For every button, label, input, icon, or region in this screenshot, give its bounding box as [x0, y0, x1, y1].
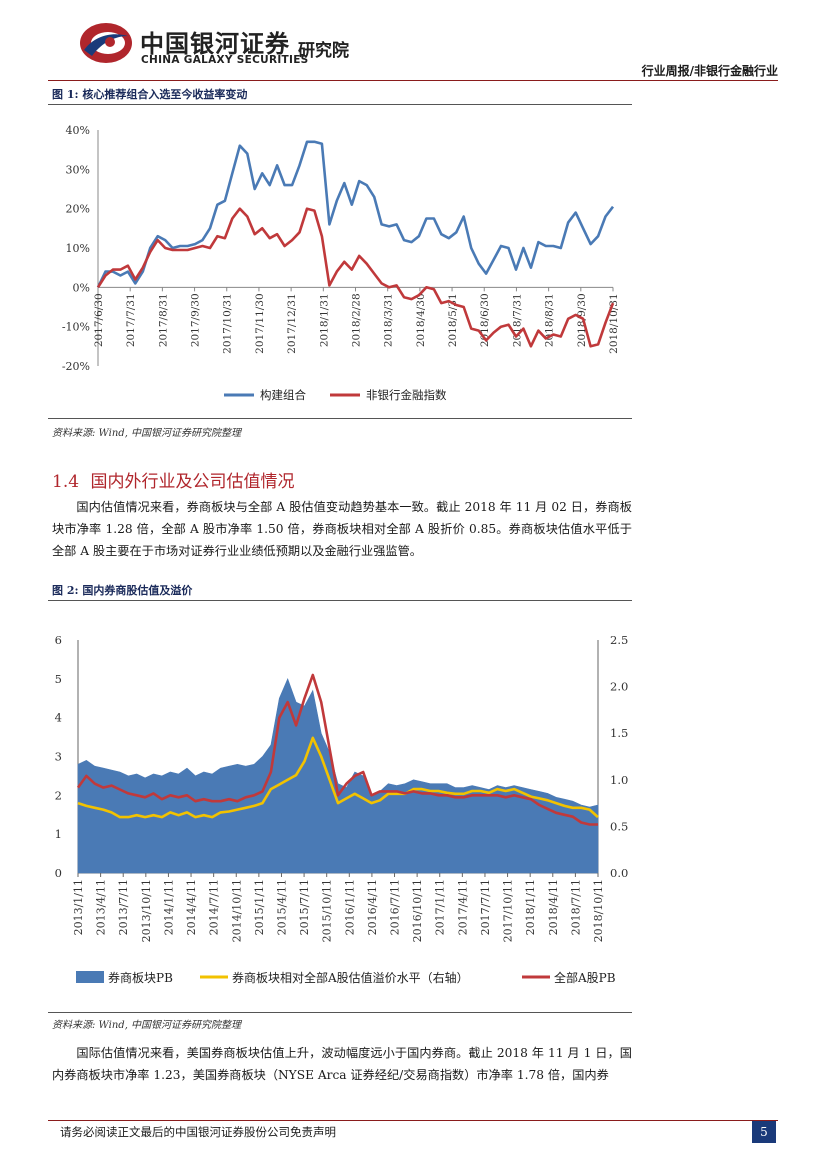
right-y-tick-label: 0.5	[610, 819, 628, 833]
right-y-tick-label: 1.0	[610, 773, 628, 787]
y-tick-label: 0%	[73, 281, 90, 294]
header: 中国银河证券 CHINA GALAXY SECURITIES 研究院 行业周报/…	[0, 0, 827, 90]
x-tick-label: 2013/10/11	[140, 879, 153, 942]
page-number: 5	[760, 1125, 768, 1139]
x-tick-label: 2018/5/31	[447, 293, 459, 347]
figure1-frame-top	[48, 104, 632, 105]
y-tick-label: -20%	[62, 360, 90, 373]
legend-label: 构建组合	[260, 388, 306, 402]
x-tick-label: 2017/7/11	[479, 879, 492, 935]
x-tick-label: 2017/8/31	[157, 293, 169, 347]
figure2-chart: 6 5 4 3 2 1 0 2.5 2.0 1.5 1.0 0.5 0.0 2013/1/11 2013/4…	[55, 633, 629, 985]
x-tick-label: 2018/7/31	[511, 293, 523, 347]
brand-name-en: CHINA GALAXY SECURITIES	[141, 54, 309, 66]
right-y-tick-label: 0.0	[610, 866, 628, 880]
x-tick-label: 2013/1/11	[72, 879, 85, 935]
x-tick-label: 2018/1/31	[318, 293, 330, 347]
left-y-tick-label: 4	[55, 711, 62, 725]
figure1-chart: 40% 30% 20% 10% 0% -10% -20% 2017/6/30 2017/7/31…	[62, 124, 620, 402]
section-number: 1.4	[52, 472, 80, 492]
series-line-2	[96, 207, 615, 348]
figure2-frame-bottom	[48, 1012, 632, 1013]
section-heading: 1.4 国内外行业及公司估值情况	[52, 467, 294, 492]
right-y-tick-label: 2.5	[610, 633, 628, 647]
figure2-frame-top	[48, 600, 632, 601]
x-tick-label: 2017/4/11	[456, 879, 469, 935]
x-tick-label: 2014/7/11	[208, 879, 221, 935]
legend-label: 全部A股PB	[554, 970, 616, 985]
paragraph-international-valuation: 国际估值情况来看，美国券商板块估值上升，波动幅度远小于国内券商。截止 2018 …	[52, 1046, 632, 1082]
x-tick-label: 2018/2/28	[351, 293, 363, 347]
section-title: 国内外行业及公司估值情况	[90, 472, 295, 492]
figure1-frame-bottom	[48, 418, 632, 419]
x-tick-label: 2017/1/11	[434, 879, 447, 935]
x-tick-label: 2014/10/11	[230, 879, 243, 942]
x-tick-label: 2017/9/30	[190, 293, 202, 347]
y-tick-label: -10%	[62, 321, 90, 334]
x-tick-label: 2018/3/31	[383, 293, 395, 347]
x-tick-label: 2017/12/31	[286, 293, 298, 354]
institute-label: 研究院	[298, 41, 349, 61]
x-tick-label: 2015/4/11	[275, 879, 288, 935]
brand-name-cn: 中国银河证券	[140, 30, 290, 58]
series-area-1	[77, 677, 599, 874]
y-tick-label: 40%	[66, 124, 90, 137]
x-tick-label: 2018/4/11	[547, 879, 560, 935]
x-tick-label: 2016/4/11	[366, 879, 379, 935]
x-tick-label: 2017/10/11	[502, 879, 515, 942]
legend-label: 券商板块PB	[108, 970, 173, 985]
x-tick-label: 2015/1/11	[253, 879, 266, 935]
x-tick-label: 2017/11/30	[254, 293, 266, 354]
x-tick-label: 2018/1/11	[524, 879, 537, 935]
series-line-1	[96, 140, 615, 288]
left-y-tick-label: 6	[55, 633, 62, 647]
figure1-title: 图 1: 核心推荐组合入选至今收益率变动	[52, 88, 248, 101]
left-y-tick-label: 2	[55, 788, 62, 802]
x-tick-label: 2016/7/11	[389, 879, 402, 935]
x-tick-label: 2018/10/31	[608, 293, 620, 354]
x-tick-label: 2018/4/30	[415, 293, 427, 347]
series-line-2	[77, 736, 599, 819]
x-tick-label: 2013/7/11	[117, 879, 130, 935]
x-tick-label: 2017/10/31	[222, 293, 234, 354]
x-tick-label: 2016/1/11	[343, 879, 356, 935]
y-tick-label: 30%	[66, 163, 90, 176]
paragraph-domestic-valuation: 国内估值情况来看，券商板块与全部 A 股估值变动趋势基本一致。截止 2018 年…	[52, 500, 632, 558]
x-tick-label: 2017/7/31	[125, 293, 137, 347]
report-type: 行业周报/非银行金融行业	[641, 64, 778, 78]
left-y-tick-label: 5	[55, 672, 62, 686]
legend-label: 非银行金融指数	[366, 388, 447, 402]
x-tick-label: 2018/7/11	[569, 879, 582, 935]
left-y-tick-label: 0	[55, 866, 62, 880]
x-tick-label: 2014/4/11	[185, 879, 198, 935]
y-tick-label: 20%	[66, 203, 90, 216]
series-line-3	[76, 673, 598, 826]
left-y-tick-label: 1	[55, 827, 62, 841]
footer-rule	[48, 1120, 778, 1121]
x-tick-label: 2015/7/11	[298, 879, 311, 935]
figure2-source: 资料来源: Wind, 中国银河证券研究院整理	[52, 1020, 242, 1031]
x-tick-label: 2016/10/11	[411, 879, 424, 942]
y-tick-label: 10%	[66, 242, 90, 255]
x-tick-label: 2013/4/11	[95, 879, 108, 935]
left-y-tick-label: 3	[55, 750, 62, 764]
x-tick-label: 2018/10/11	[592, 879, 605, 942]
footer-disclaimer: 请务必阅读正文最后的中国银河证券股份公司免责声明	[60, 1125, 336, 1139]
x-tick-label: 2018/9/30	[576, 293, 588, 347]
galaxy-logo-icon	[80, 23, 132, 63]
header-rule	[48, 80, 778, 81]
x-tick-label: 2014/1/11	[162, 879, 175, 935]
page-number-badge: 5	[752, 1121, 776, 1143]
legend-swatch	[76, 971, 104, 983]
legend-label: 券商板块相对全部A股估值溢价水平（右轴）	[232, 970, 469, 985]
figure2-title: 图 2: 国内券商股估值及溢价	[52, 584, 193, 597]
x-tick-label: 2015/10/11	[321, 879, 334, 942]
right-y-tick-label: 2.0	[610, 680, 628, 694]
x-tick-label: 2017/6/30	[93, 293, 105, 347]
right-y-tick-label: 1.5	[610, 726, 628, 740]
figure1-source: 资料来源: Wind, 中国银河证券研究院整理	[52, 428, 242, 439]
